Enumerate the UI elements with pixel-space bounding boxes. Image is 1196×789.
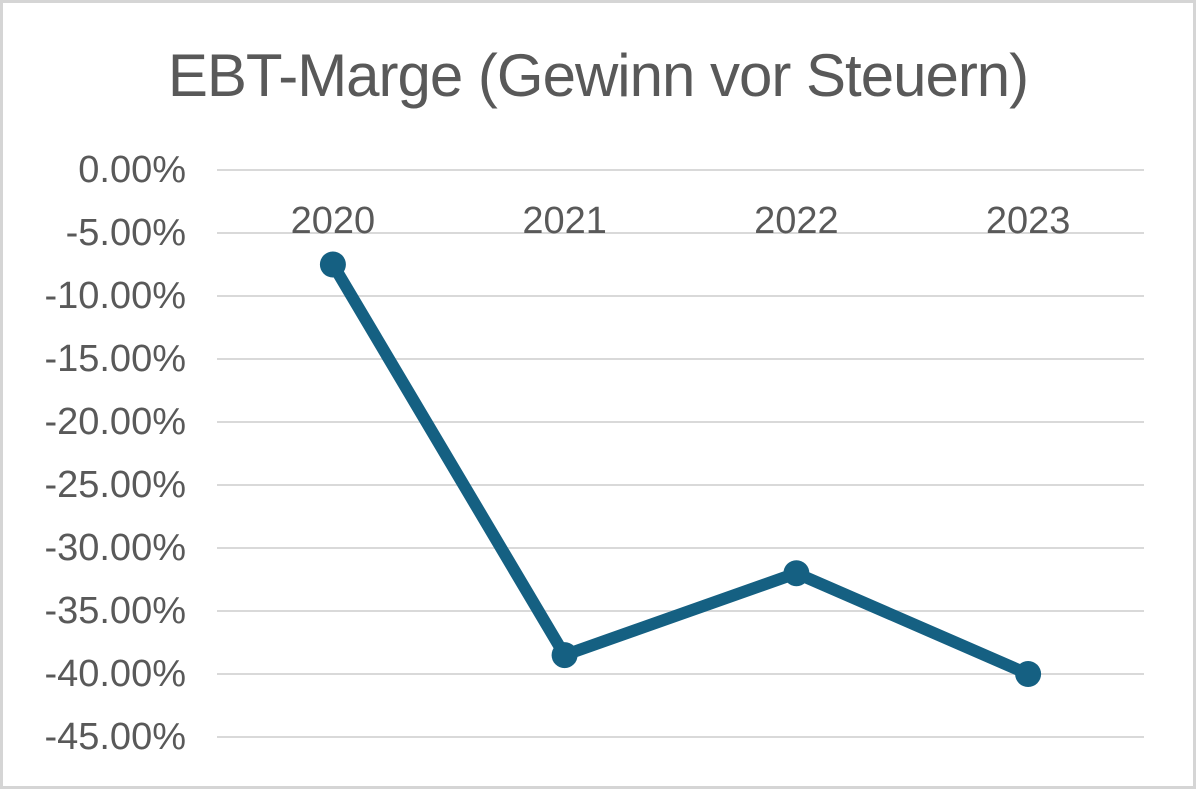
gridline: [217, 673, 1144, 675]
y-tick-label: -5.00%: [65, 212, 186, 254]
y-tick-label: 0.00%: [78, 149, 186, 191]
chart-title: EBT-Marge (Gewinn vor Steuern): [167, 42, 1029, 109]
gridline: [217, 295, 1144, 297]
y-tick-label: -25.00%: [44, 464, 186, 506]
y-tick-label: -30.00%: [44, 527, 186, 569]
series-line: [326, 258, 1035, 680]
gridline: [217, 232, 1144, 234]
gridline: [217, 169, 1144, 171]
x-category-label: 2023: [985, 200, 1071, 242]
y-tick-label: -35.00%: [44, 590, 186, 632]
y-tick-label: -45.00%: [44, 716, 186, 758]
x-category-label: 2021: [522, 200, 607, 242]
x-category-label: 2022: [754, 200, 839, 242]
data-point-marker: [783, 560, 810, 587]
gridline: [217, 736, 1144, 738]
gridline: [217, 358, 1144, 360]
y-tick-label: -15.00%: [44, 338, 186, 380]
data-point-marker: [319, 251, 346, 278]
gridline: [217, 547, 1144, 549]
data-point-marker: [551, 642, 578, 669]
y-tick-label: -10.00%: [44, 275, 186, 317]
x-category-label: 2020: [290, 200, 376, 242]
y-tick-label: -40.00%: [44, 653, 186, 695]
gridline: [217, 610, 1144, 612]
gridline: [217, 484, 1144, 486]
gridline: [217, 421, 1144, 423]
y-tick-label: -20.00%: [44, 401, 186, 443]
